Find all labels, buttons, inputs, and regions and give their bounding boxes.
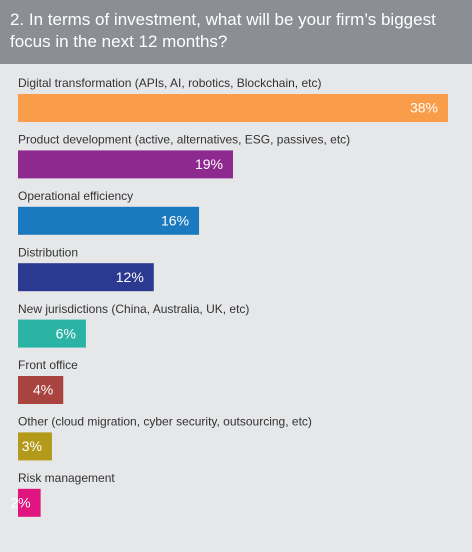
category-label: New jurisdictions (China, Australia, UK,…	[18, 302, 249, 316]
bar	[18, 376, 64, 404]
bar	[18, 150, 233, 179]
value-label: 6%	[56, 325, 76, 341]
bar	[18, 432, 52, 461]
bar	[18, 488, 41, 517]
value-label: 16%	[161, 213, 189, 229]
category-label: Operational efficiency	[18, 189, 133, 203]
bar	[18, 94, 448, 122]
value-label: 4%	[33, 382, 53, 398]
category-label: Product development (active, alternative…	[18, 133, 350, 147]
value-label: 2%	[10, 495, 30, 511]
chart-title: 2. In terms of investment, what will be …	[10, 10, 436, 51]
value-label: 3%	[22, 438, 42, 454]
category-label: Digital transformation (APIs, AI, roboti…	[18, 76, 321, 90]
value-label: 12%	[116, 269, 144, 285]
bar	[18, 263, 154, 292]
category-label: Other (cloud migration, cyber security, …	[18, 415, 312, 429]
value-label: 38%	[410, 100, 438, 116]
bar	[18, 319, 86, 348]
bar	[18, 206, 200, 235]
category-label: Distribution	[18, 245, 78, 259]
value-label: 19%	[195, 156, 223, 172]
category-label: Risk management	[18, 471, 115, 485]
header-band: 2. In terms of investment, what will be …	[0, 0, 472, 64]
category-label: Front office	[18, 358, 78, 372]
